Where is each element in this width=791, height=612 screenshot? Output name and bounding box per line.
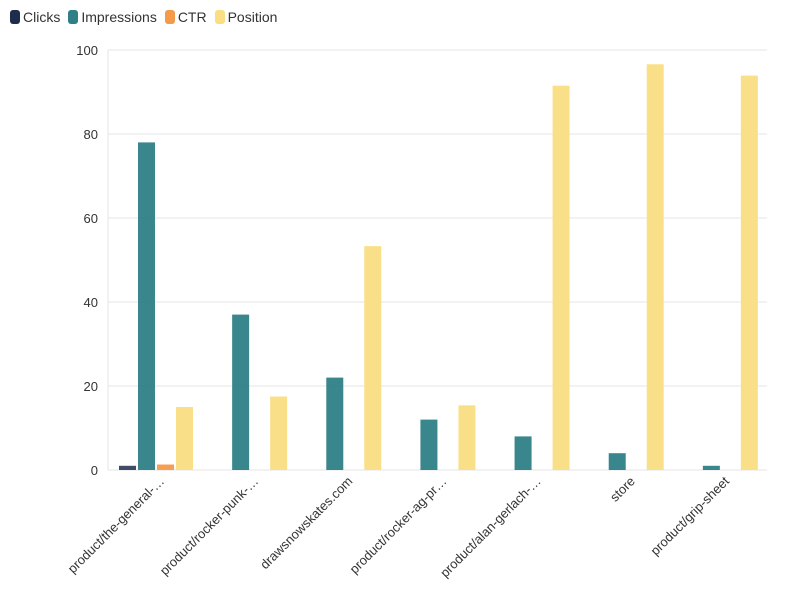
legend-label: CTR	[177, 9, 207, 25]
bar-impressions[interactable]	[326, 377, 344, 470]
bar-impressions[interactable]	[138, 142, 155, 470]
x-tick-label: product/rocker-punk-…	[157, 474, 262, 579]
bar-position[interactable]	[458, 405, 476, 470]
x-tick-label: product/alan-gerlach-…	[437, 474, 544, 581]
bar-position[interactable]	[176, 407, 193, 470]
bar-clicks[interactable]	[119, 465, 136, 470]
bar-position[interactable]	[270, 396, 288, 471]
y-tick-label: 40	[84, 295, 98, 310]
legend-swatch	[214, 10, 225, 24]
bar-position[interactable]	[552, 85, 570, 470]
legend-item-ctr[interactable]: CTR	[164, 9, 207, 25]
x-tick-label: product/rocker-ag-pr…	[347, 474, 450, 577]
bar-position[interactable]	[364, 246, 382, 470]
legend-label: Impressions	[81, 9, 157, 25]
legend-swatch	[68, 10, 79, 24]
legend-swatch	[164, 10, 175, 24]
legend-label: Position	[227, 9, 278, 25]
legend: Clicks Impressions CTR Position	[10, 9, 285, 25]
bar-impressions[interactable]	[232, 314, 250, 470]
legend-item-position[interactable]: Position	[214, 9, 278, 25]
legend-swatch	[10, 10, 20, 24]
bar-impressions[interactable]	[514, 436, 532, 470]
y-tick-label: 60	[84, 211, 98, 226]
y-tick-label: 80	[84, 127, 98, 142]
y-tick-label: 100	[76, 43, 98, 58]
bar-position[interactable]	[646, 64, 664, 470]
y-tick-label: 0	[91, 463, 98, 478]
x-tick-label: drawsnowskates.com	[257, 474, 355, 572]
y-tick-label: 20	[84, 379, 98, 394]
bar-impressions[interactable]	[420, 419, 438, 470]
bar-impressions[interactable]	[702, 465, 720, 470]
bar-impressions[interactable]	[608, 453, 626, 470]
legend-item-clicks[interactable]: Clicks	[10, 9, 60, 25]
bar-ctr[interactable]	[157, 464, 174, 470]
x-tick-label: product/the-general-…	[65, 474, 168, 577]
legend-label: Clicks	[23, 9, 61, 25]
legend-item-impressions[interactable]: Impressions	[68, 9, 157, 25]
x-tick-label: product/grip-sheet	[647, 473, 732, 558]
x-tick-label: store	[607, 474, 638, 505]
bar-position[interactable]	[740, 75, 758, 471]
